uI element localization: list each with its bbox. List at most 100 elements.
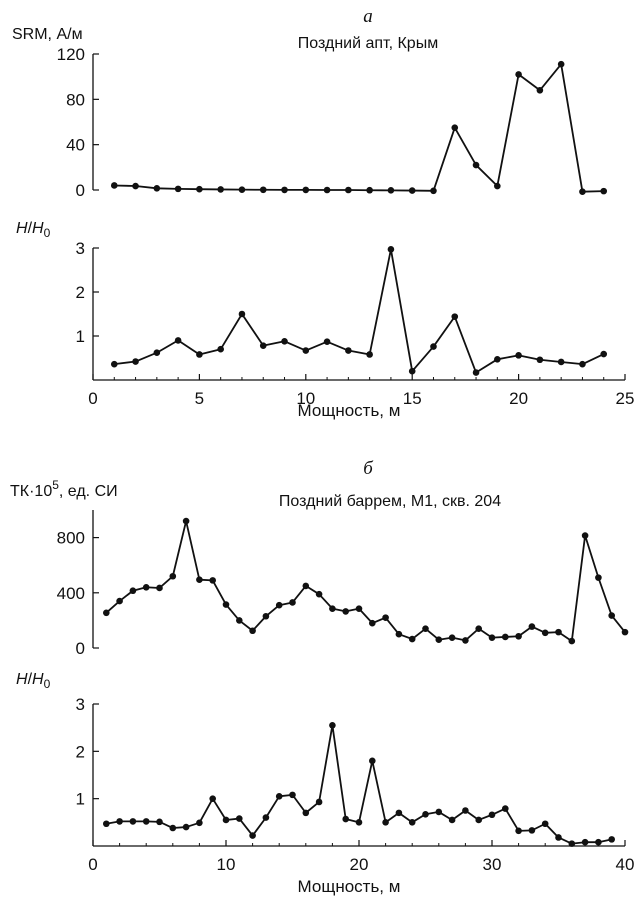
panel-b-title: Поздний баррем, М1, скв. 204 bbox=[279, 493, 501, 510]
data-point bbox=[110, 182, 118, 189]
data-point bbox=[462, 637, 469, 644]
data-point bbox=[472, 369, 480, 376]
y-tick-label: 0 bbox=[76, 639, 85, 658]
data-point bbox=[196, 185, 203, 193]
data-point bbox=[103, 609, 110, 617]
data-point bbox=[153, 185, 161, 192]
data-point bbox=[528, 623, 536, 630]
data-point bbox=[355, 819, 363, 826]
data-point bbox=[323, 186, 331, 194]
data-point bbox=[236, 617, 243, 624]
data-point bbox=[472, 161, 480, 169]
data-point bbox=[345, 347, 352, 354]
data-point bbox=[581, 838, 589, 846]
data-point bbox=[515, 632, 522, 640]
data-point bbox=[281, 337, 288, 345]
panel-a-top-ylabel: SRM, А/м bbox=[12, 26, 83, 43]
data-point bbox=[323, 338, 331, 346]
x-tick-label: 30 bbox=[483, 855, 502, 874]
data-point bbox=[217, 186, 224, 193]
data-point bbox=[156, 818, 163, 826]
data-point bbox=[262, 612, 270, 620]
y-tick-label: 800 bbox=[57, 529, 85, 548]
data-point bbox=[116, 597, 123, 605]
data-point bbox=[608, 612, 615, 619]
x-tick-label: 0 bbox=[88, 389, 97, 408]
data-point bbox=[621, 628, 629, 636]
data-point bbox=[382, 819, 389, 826]
data-point bbox=[430, 187, 437, 195]
y-tick-label: 0 bbox=[76, 181, 85, 200]
data-point bbox=[557, 60, 565, 68]
data-point bbox=[142, 818, 150, 825]
data-point bbox=[196, 819, 203, 827]
data-point bbox=[289, 791, 296, 799]
data-point bbox=[342, 608, 350, 615]
panel-a-xlabel: Мощность, м bbox=[298, 401, 401, 420]
data-point bbox=[515, 71, 522, 78]
x-tick-label: 0 bbox=[88, 855, 97, 874]
data-point bbox=[408, 635, 416, 643]
data-point bbox=[302, 809, 310, 817]
panel-b-letter: б bbox=[363, 458, 374, 479]
data-point bbox=[222, 601, 230, 608]
data-point bbox=[422, 810, 429, 818]
data-point bbox=[302, 582, 310, 590]
data-point bbox=[488, 634, 496, 641]
data-point bbox=[249, 627, 256, 635]
x-tick-label: 20 bbox=[509, 389, 528, 408]
data-point bbox=[435, 808, 443, 816]
x-tick-label: 5 bbox=[195, 389, 204, 408]
data-point bbox=[435, 636, 443, 644]
data-point bbox=[369, 619, 376, 627]
data-point bbox=[448, 634, 456, 641]
data-point bbox=[581, 532, 589, 539]
data-point bbox=[536, 86, 544, 94]
data-point bbox=[541, 629, 549, 637]
data-point bbox=[169, 572, 177, 580]
data-point bbox=[236, 815, 243, 822]
y-tick-label: 40 bbox=[66, 136, 85, 155]
data-point bbox=[387, 246, 395, 253]
data-point bbox=[595, 838, 602, 846]
data-point bbox=[169, 824, 177, 832]
x-tick-label: 20 bbox=[350, 855, 369, 874]
data-point bbox=[209, 795, 216, 802]
panel-a-title: Поздний апт, Крым bbox=[298, 35, 438, 52]
data-point bbox=[103, 820, 110, 828]
data-point bbox=[262, 814, 270, 821]
data-point bbox=[345, 186, 352, 194]
data-point bbox=[430, 343, 437, 350]
panel-0-subplot-0: 0 40 80 120 bbox=[57, 45, 608, 200]
data-point bbox=[387, 187, 395, 194]
data-point bbox=[249, 832, 256, 839]
data-point bbox=[568, 840, 576, 847]
data-point bbox=[382, 614, 389, 621]
data-point bbox=[315, 590, 323, 598]
y-tick-label: 400 bbox=[57, 584, 85, 603]
data-point bbox=[541, 820, 549, 828]
y-tick-label: 3 bbox=[76, 695, 85, 714]
data-point bbox=[488, 811, 496, 819]
data-point bbox=[475, 816, 483, 824]
x-tick-label: 25 bbox=[616, 389, 635, 408]
y-tick-label: 120 bbox=[57, 45, 85, 64]
data-point bbox=[129, 818, 137, 825]
panel-b-xlabel: Мощность, м bbox=[298, 877, 401, 896]
data-point bbox=[142, 583, 150, 591]
data-point bbox=[408, 187, 416, 194]
data-point bbox=[196, 351, 203, 358]
data-point bbox=[557, 358, 565, 366]
panel-a-letter: а bbox=[363, 6, 373, 27]
data-point bbox=[174, 337, 182, 344]
data-point bbox=[153, 349, 161, 357]
data-point bbox=[209, 577, 216, 584]
x-tick-label: 10 bbox=[217, 855, 236, 874]
data-point bbox=[259, 342, 267, 349]
data-point bbox=[182, 823, 190, 831]
data-point bbox=[281, 186, 288, 194]
data-point bbox=[329, 722, 336, 729]
data-point bbox=[502, 805, 509, 812]
panel-1-subplot-0: 0 400 800 bbox=[57, 510, 629, 658]
